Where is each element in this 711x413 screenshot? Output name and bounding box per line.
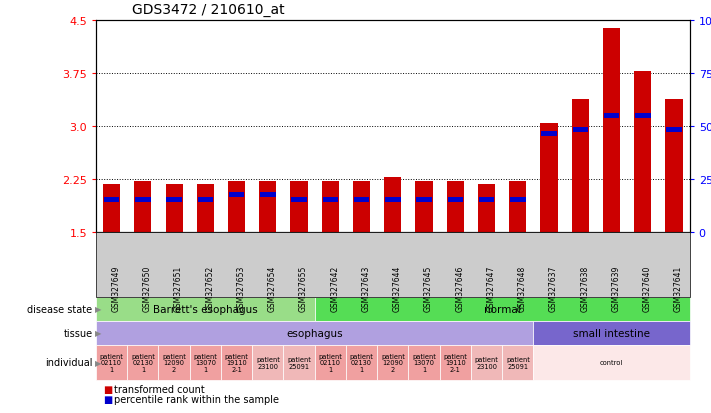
Text: GSM327639: GSM327639: [611, 265, 621, 311]
Text: patient
23100: patient 23100: [475, 356, 498, 369]
Text: percentile rank within the sample: percentile rank within the sample: [114, 394, 279, 404]
Text: normal: normal: [483, 304, 520, 314]
Bar: [665, 100, 683, 233]
Bar: [166, 185, 183, 233]
Text: GSM327647: GSM327647: [486, 265, 496, 311]
Text: ■: ■: [103, 384, 112, 394]
Text: control: control: [600, 359, 623, 366]
Bar: [604, 114, 619, 119]
Bar: [135, 197, 151, 202]
Text: GSM327642: GSM327642: [331, 265, 339, 311]
Bar: [104, 197, 119, 202]
Text: GSM327653: GSM327653: [237, 265, 245, 311]
Bar: [103, 185, 120, 233]
Text: ■: ■: [103, 394, 112, 404]
Bar: [385, 197, 400, 202]
Text: GSM327645: GSM327645: [424, 265, 433, 311]
Bar: [322, 182, 339, 233]
Bar: [635, 114, 651, 119]
Bar: [572, 100, 589, 233]
Bar: [572, 128, 588, 133]
Text: patient
25091: patient 25091: [287, 356, 311, 369]
Bar: [448, 197, 463, 202]
Text: GSM327637: GSM327637: [549, 265, 558, 311]
Bar: [260, 182, 277, 233]
Text: GSM327651: GSM327651: [174, 265, 183, 311]
Bar: [634, 71, 651, 233]
Text: disease state: disease state: [27, 304, 92, 314]
Text: GSM327654: GSM327654: [268, 265, 277, 311]
Bar: [291, 182, 308, 233]
Text: GSM327640: GSM327640: [643, 265, 652, 311]
Bar: [415, 182, 433, 233]
Text: ▶: ▶: [95, 358, 102, 367]
Text: patient
12090
2: patient 12090 2: [162, 353, 186, 372]
Bar: [479, 197, 494, 202]
Bar: [540, 123, 557, 233]
Bar: [666, 128, 682, 133]
Bar: [603, 29, 620, 233]
Bar: [417, 197, 432, 202]
Bar: [541, 131, 557, 136]
Bar: [354, 197, 369, 202]
Bar: [353, 182, 370, 233]
Text: GSM327648: GSM327648: [518, 265, 527, 311]
Text: patient
02130
1: patient 02130 1: [131, 353, 155, 372]
Bar: [134, 182, 151, 233]
Text: ▶: ▶: [95, 328, 102, 337]
Bar: [197, 185, 214, 233]
Bar: [166, 197, 182, 202]
Bar: [323, 197, 338, 202]
Text: patient
13070
1: patient 13070 1: [193, 353, 218, 372]
Text: patient
19110
2-1: patient 19110 2-1: [225, 353, 249, 372]
Text: patient
12090
2: patient 12090 2: [381, 353, 405, 372]
Bar: [384, 178, 402, 233]
Text: patient
13070
1: patient 13070 1: [412, 353, 436, 372]
Text: GSM327641: GSM327641: [674, 265, 683, 311]
Bar: [229, 192, 245, 197]
Bar: [510, 197, 525, 202]
Text: GSM327652: GSM327652: [205, 265, 214, 311]
Text: transformed count: transformed count: [114, 384, 205, 394]
Bar: [447, 182, 464, 233]
Bar: [509, 182, 526, 233]
Text: GSM327644: GSM327644: [392, 265, 402, 311]
Text: patient
02110
1: patient 02110 1: [319, 353, 342, 372]
Text: GSM327646: GSM327646: [455, 265, 464, 311]
Text: patient
02110
1: patient 02110 1: [100, 353, 124, 372]
Text: patient
23100: patient 23100: [256, 356, 280, 369]
Text: GSM327643: GSM327643: [362, 265, 370, 311]
Text: ▶: ▶: [95, 304, 102, 313]
Text: tissue: tissue: [63, 328, 92, 338]
Bar: [292, 197, 307, 202]
Text: GSM327655: GSM327655: [299, 265, 308, 311]
Bar: [198, 197, 213, 202]
Text: esophagus: esophagus: [287, 328, 343, 338]
Text: patient
02130
1: patient 02130 1: [350, 353, 373, 372]
Text: GSM327649: GSM327649: [112, 265, 121, 311]
Bar: [260, 192, 276, 197]
Text: small intestine: small intestine: [573, 328, 650, 338]
Text: GDS3472 / 210610_at: GDS3472 / 210610_at: [132, 2, 284, 17]
Text: individual: individual: [45, 357, 92, 368]
Text: Barrett's esophagus: Barrett's esophagus: [153, 304, 257, 314]
Text: patient
25091: patient 25091: [506, 356, 530, 369]
Bar: [228, 182, 245, 233]
Text: GSM327638: GSM327638: [580, 265, 589, 311]
Text: patient
19110
2-1: patient 19110 2-1: [444, 353, 467, 372]
Bar: [478, 185, 495, 233]
Text: GSM327650: GSM327650: [143, 265, 152, 311]
